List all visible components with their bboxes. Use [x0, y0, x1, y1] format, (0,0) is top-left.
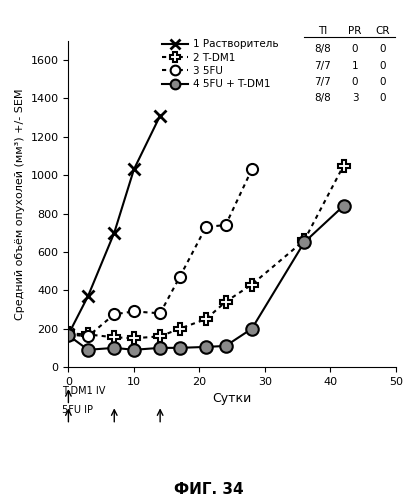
Text: 0: 0 — [380, 44, 386, 54]
Y-axis label: Средний объём опухолей (мм³) +/- SEM: Средний объём опухолей (мм³) +/- SEM — [15, 88, 25, 320]
Text: 0: 0 — [352, 77, 358, 87]
Legend: 1 Растворитель, 2 T-DM1, 3 5FU, 4 5FU + T-DM1: 1 Растворитель, 2 T-DM1, 3 5FU, 4 5FU + … — [162, 40, 279, 90]
Text: 0: 0 — [352, 44, 358, 54]
Text: 7/7: 7/7 — [314, 77, 331, 87]
Text: TI: TI — [318, 26, 327, 36]
Text: 8/8: 8/8 — [314, 44, 331, 54]
Text: T-DM1 IV: T-DM1 IV — [62, 386, 105, 396]
Text: 8/8: 8/8 — [314, 94, 331, 104]
Text: 5FU IP: 5FU IP — [62, 406, 93, 415]
Text: 1: 1 — [352, 61, 358, 71]
Text: ФИГ. 34: ФИГ. 34 — [174, 482, 244, 498]
Text: CR: CR — [376, 26, 390, 36]
X-axis label: Сутки: Сутки — [213, 392, 252, 406]
Text: 0: 0 — [380, 77, 386, 87]
Text: PR: PR — [348, 26, 362, 36]
Text: 0: 0 — [380, 61, 386, 71]
Text: 0: 0 — [380, 94, 386, 104]
Text: 3: 3 — [352, 94, 358, 104]
Text: 7/7: 7/7 — [314, 61, 331, 71]
